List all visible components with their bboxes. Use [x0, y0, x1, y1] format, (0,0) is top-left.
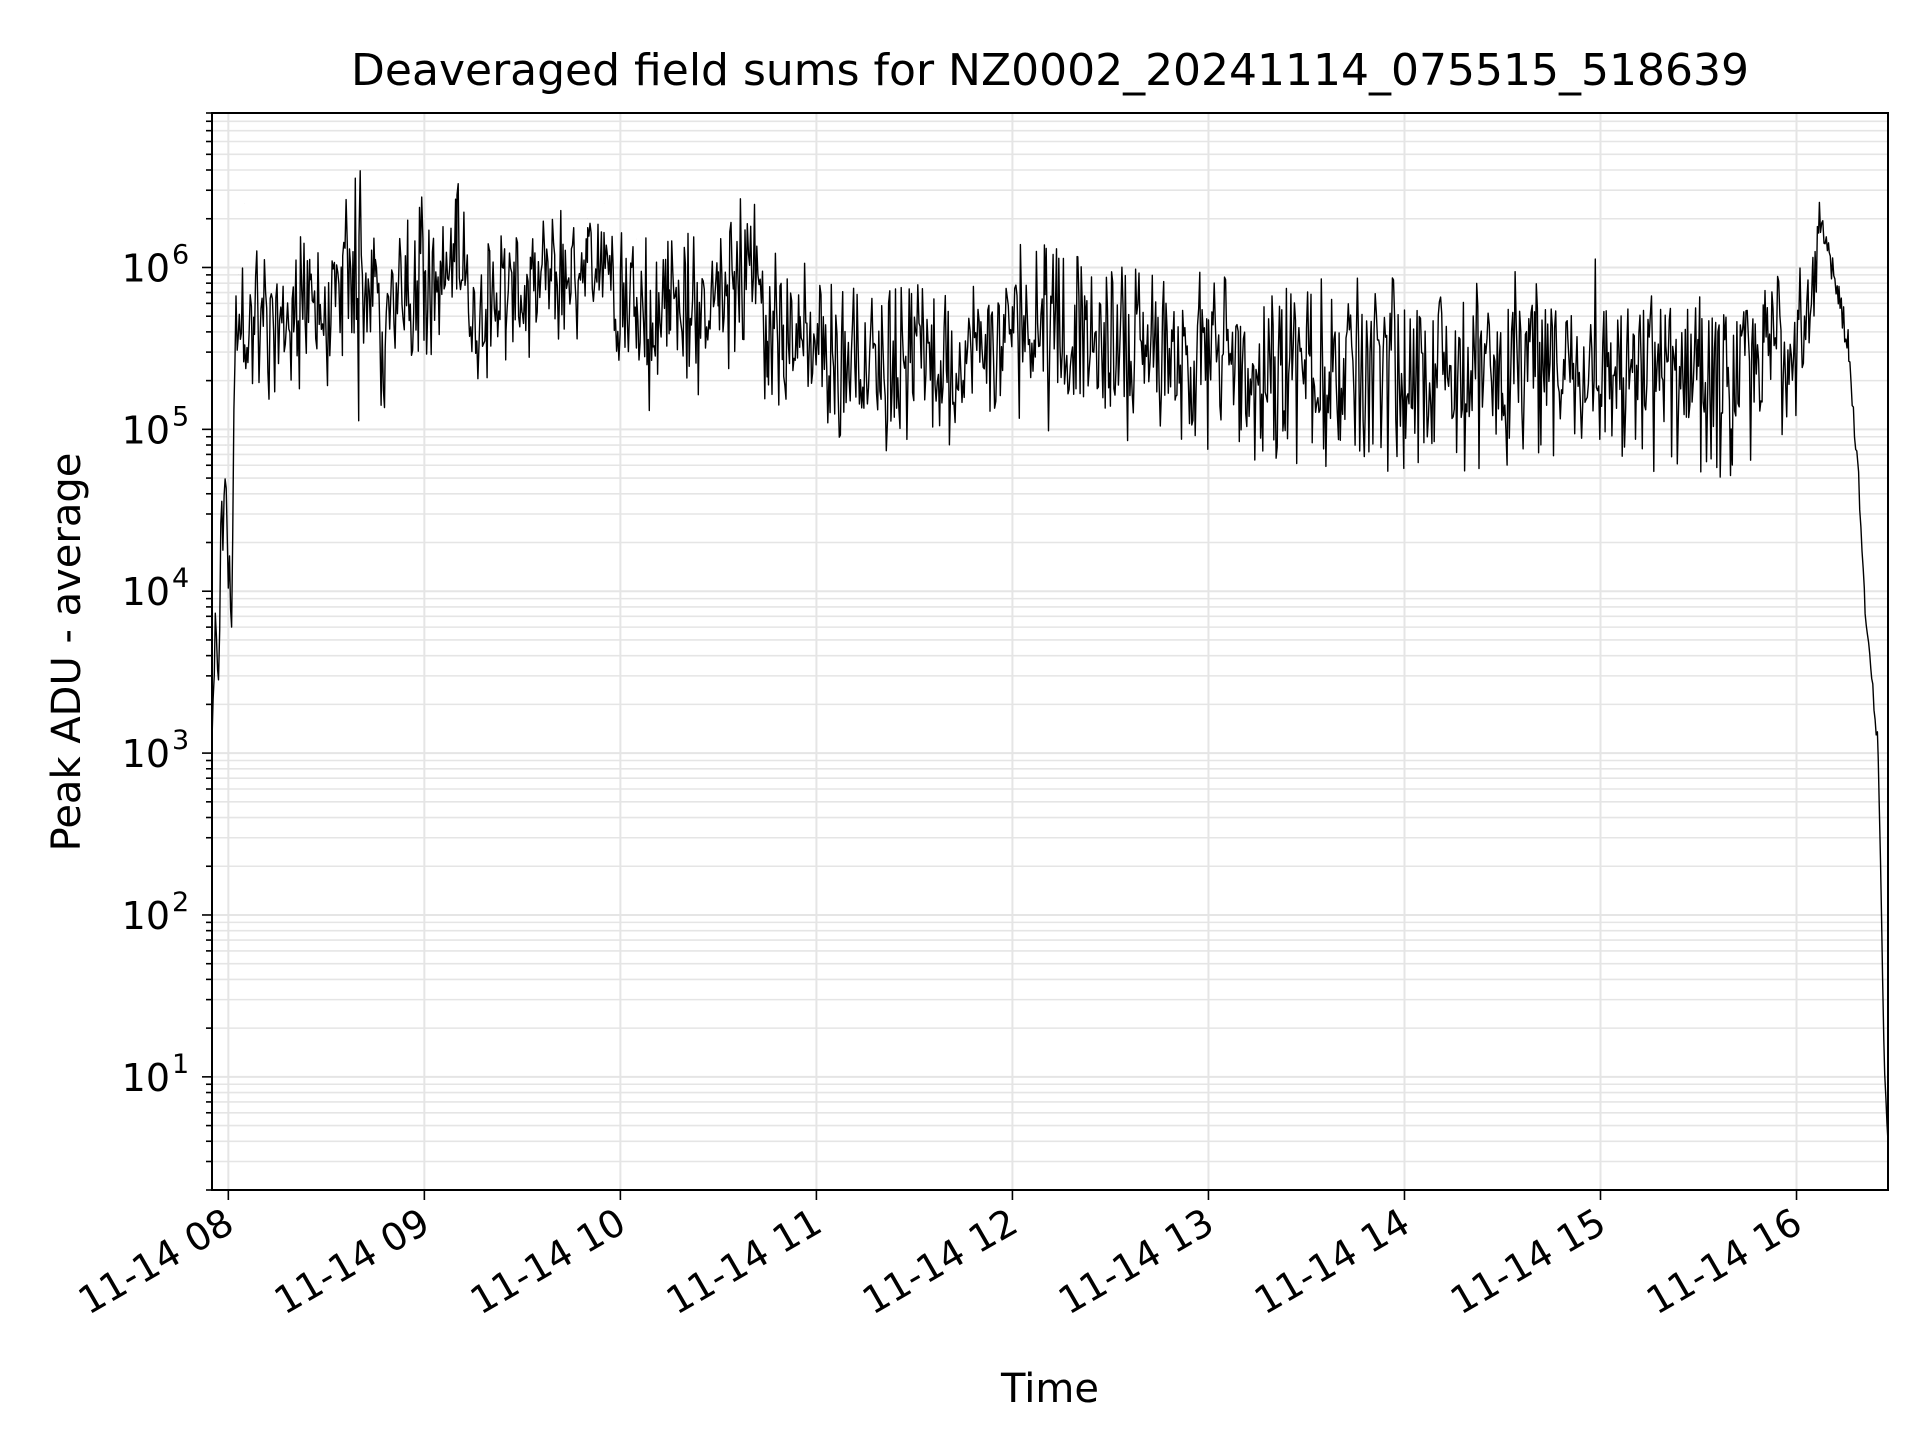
y-axis-label: Peak ADU - average [44, 453, 90, 852]
y-tick-exponent: 5 [172, 401, 189, 432]
y-tick-label: 10 [122, 570, 170, 614]
y-tick-exponent: 4 [172, 563, 189, 594]
y-tick-exponent: 6 [172, 239, 189, 270]
x-axis-label: Time [1000, 1366, 1099, 1412]
chart-title: Deaveraged field sums for NZ0002_2024111… [351, 45, 1749, 96]
y-tick-exponent: 1 [172, 1049, 189, 1080]
y-tick-label: 10 [122, 1056, 170, 1100]
y-tick-exponent: 3 [172, 725, 189, 756]
y-tick-exponent: 2 [172, 887, 189, 918]
y-tick-label: 10 [122, 246, 170, 290]
y-tick-label: 10 [122, 408, 170, 452]
y-tick-label: 10 [122, 732, 170, 776]
y-tick-label: 10 [122, 894, 170, 938]
